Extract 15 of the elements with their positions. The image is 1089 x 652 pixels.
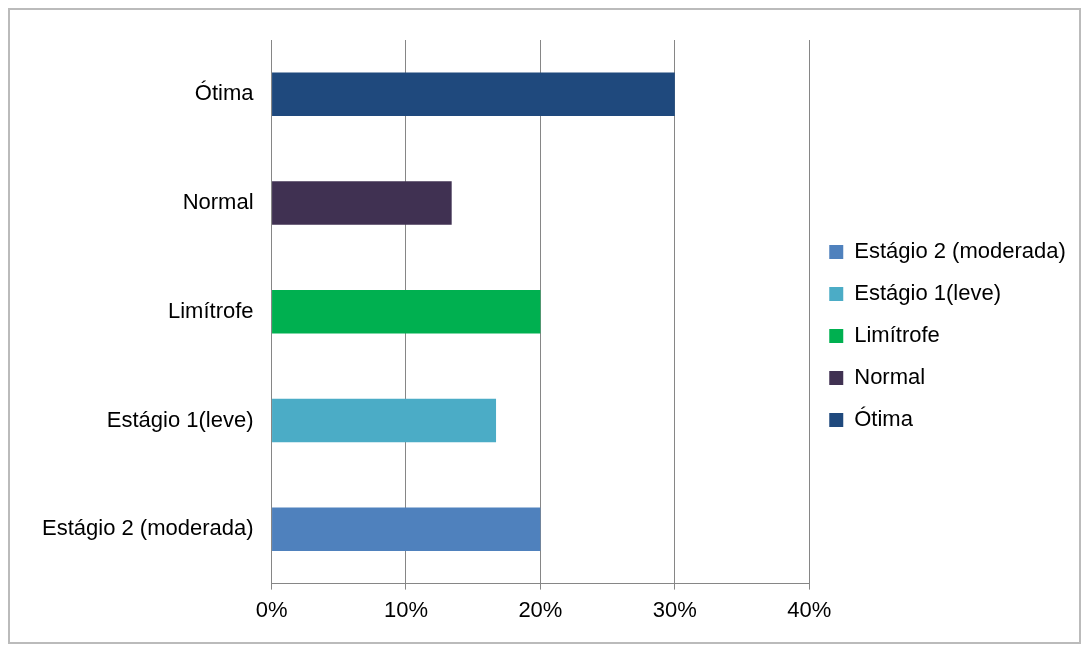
legend-label: Normal: [854, 364, 926, 390]
x-tick-label: 20%: [518, 596, 563, 622]
x-tick-label: 40%: [787, 596, 832, 622]
legend-label: Estágio 2 (moderada): [854, 238, 1066, 264]
y-tick-label: Estágio 1(leve): [106, 406, 254, 432]
y-tick-label: Ótima: [194, 80, 255, 106]
x-tick-label: 0%: [255, 596, 288, 622]
legend-label: Limítrofe: [854, 322, 940, 348]
legend-label: Ótima: [854, 406, 914, 432]
y-tick-label: Estágio 2 (moderada): [41, 515, 254, 541]
y-tick-label: Limítrofe: [167, 297, 254, 323]
y-tick-label: Normal: [182, 189, 254, 215]
x-tick-label: 10%: [383, 596, 428, 622]
legend-label: Estágio 1(leve): [854, 280, 1001, 306]
x-tick-label: 30%: [652, 596, 697, 622]
